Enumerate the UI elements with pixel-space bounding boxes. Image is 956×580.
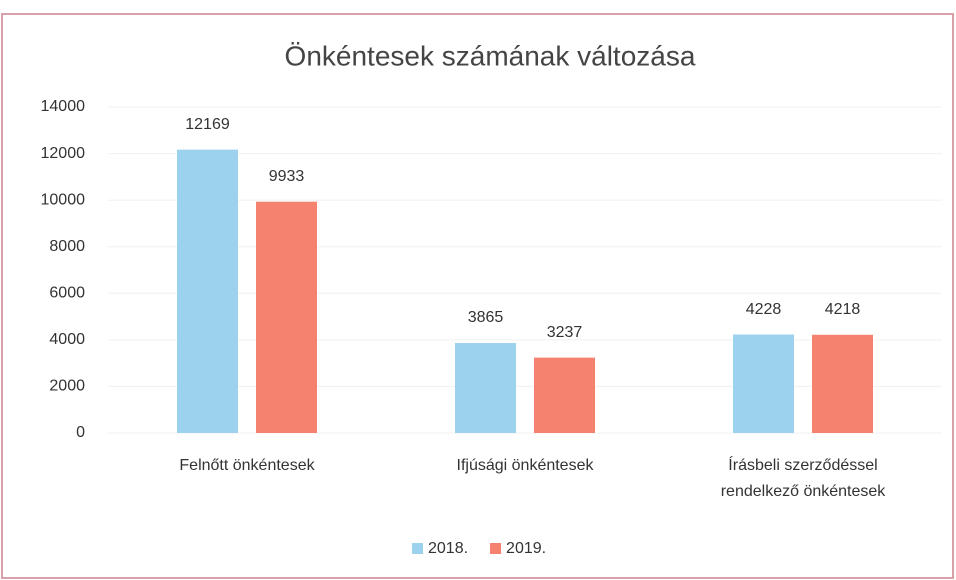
x-tick-label: Ifjúsági önkéntesek [456,457,594,474]
x-tick-label: Felnőtt önkéntesek [179,457,315,474]
data-label: 9933 [269,168,305,185]
data-label: 3865 [468,309,504,326]
bar [812,334,873,433]
x-tick-label: Írásbeli szerződéssel rendelkező önkénte… [720,457,886,500]
data-label: 4218 [825,301,861,318]
legend-label: 2019. [506,540,546,557]
data-label: 12169 [185,116,230,133]
bar [455,343,516,433]
bar [177,149,238,433]
bar [733,334,794,433]
y-tick-label: 4000 [49,331,85,348]
bar [534,357,595,433]
chart-title: Önkéntesek számának változása [285,40,696,71]
y-tick-label: 12000 [41,145,86,162]
bar [256,201,317,433]
legend-swatch [490,543,502,554]
data-label: 4228 [746,301,782,318]
y-tick-label: 6000 [49,285,85,302]
y-tick-label: 10000 [41,191,86,208]
y-tick-label: 2000 [49,378,85,395]
chart-border [1,13,954,579]
data-label: 3237 [547,324,583,341]
y-tick-label: 14000 [41,98,86,115]
y-tick-label: 0 [76,424,85,441]
legend-swatch [412,543,423,554]
legend-label: 2018. [428,540,468,557]
y-tick-label: 8000 [49,238,85,255]
